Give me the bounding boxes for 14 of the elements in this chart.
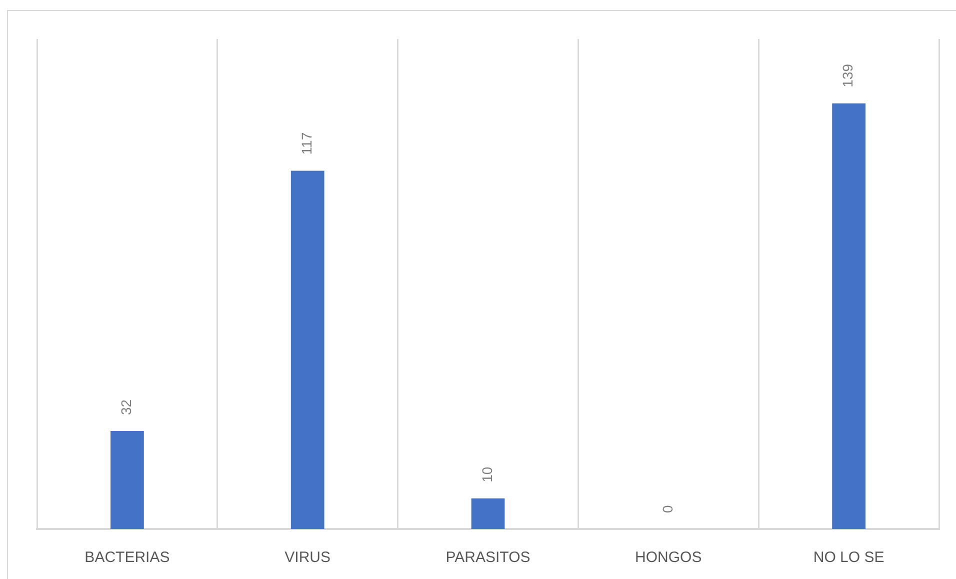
x-tick-label: PARASITOS <box>446 549 530 566</box>
x-tick-label: BACTERIAS <box>84 549 170 566</box>
data-label: 117 <box>298 132 314 155</box>
data-label: 32 <box>118 399 134 415</box>
x-tick-label: VIRUS <box>284 549 331 566</box>
bar <box>471 498 505 529</box>
x-tick-label: NO LO SE <box>813 549 884 566</box>
bar <box>290 170 324 529</box>
bar <box>832 103 866 529</box>
x-tick-label: HONGOS <box>635 549 702 566</box>
data-label: 10 <box>478 466 495 482</box>
data-label: 0 <box>659 505 676 513</box>
data-label: 139 <box>840 64 856 88</box>
bar <box>110 431 144 529</box>
